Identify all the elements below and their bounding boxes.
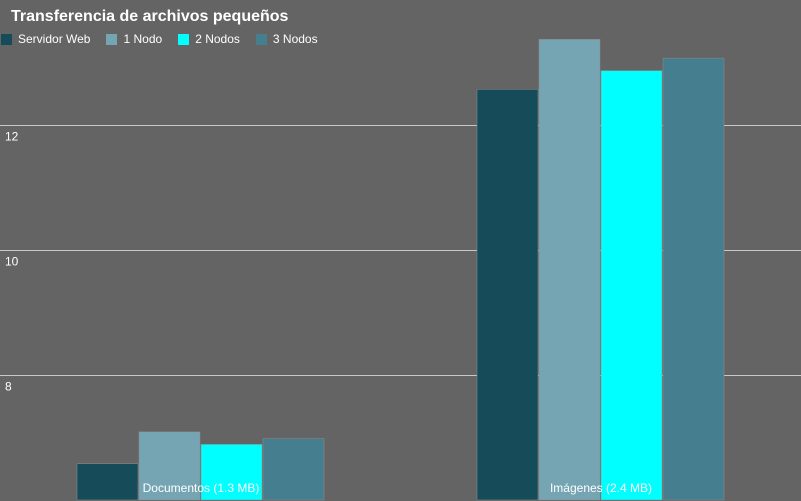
legend-swatch: [1, 33, 12, 45]
legend-item: 3 Nodos: [255, 32, 318, 46]
legend-swatch: [106, 33, 118, 45]
y-tick-label-8: 8: [5, 380, 12, 394]
legend-swatch: [255, 33, 267, 45]
legend-label: Servidor Web: [18, 32, 91, 46]
bar-2-series-4: [662, 57, 725, 501]
bar-1-series-3: [200, 444, 263, 501]
legend-item: 2 Nodos: [178, 32, 240, 46]
legend-swatch: [178, 33, 190, 45]
x-category-label: Imágenes (2.4 MB): [550, 481, 652, 495]
legend-label: 3 Nodos: [272, 32, 318, 46]
chart-legend: Servidor Web 1 Nodo 2 Nodos 3 Nodos: [1, 32, 334, 46]
bar-1-series-1: [76, 463, 139, 501]
bar-1-series-4: [262, 438, 325, 501]
legend-item: Servidor Web: [1, 32, 90, 46]
bar-2-series-1: [476, 89, 539, 501]
y-tick-label-10: 10: [5, 255, 19, 269]
x-category-label: Documentos (1.3 MB): [143, 481, 260, 495]
legend-label: 1 Nodo: [123, 32, 163, 46]
legend-item: 1 Nodo: [106, 32, 162, 46]
bar-1-series-2: [138, 431, 201, 501]
bar-2-series-3: [600, 70, 663, 501]
bar-2-series-2: [538, 39, 601, 501]
legend-label: 2 Nodos: [195, 32, 240, 46]
y-tick-label-12: 12: [5, 130, 19, 144]
chart-title: Transferencia de archivos pequeños: [11, 8, 289, 25]
